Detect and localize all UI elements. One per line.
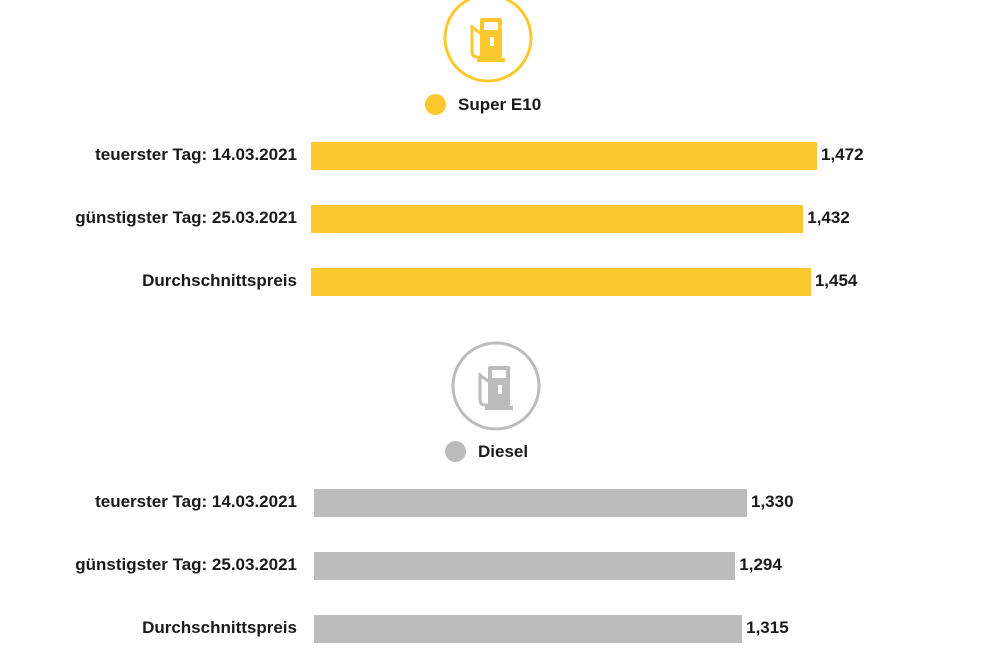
diesel-chart: Diesel teuerster Tag: 14.03.2021 günstig… (0, 335, 990, 660)
bar-diesel-durchschnitt (314, 615, 743, 643)
bar-super-e10-teuerster (311, 142, 817, 170)
fuel-pump-icon (443, 0, 533, 83)
value-label: 1,315 (746, 618, 789, 637)
bar-diesel-teuerster (314, 489, 747, 517)
category-label: teuerster Tag: 14.03.2021 (95, 492, 297, 511)
category-label: teuerster Tag: 14.03.2021 (95, 145, 297, 164)
bar-super-e10-guenstigster (311, 205, 804, 233)
legend-label: Diesel (478, 441, 529, 461)
legend-swatch (445, 441, 466, 462)
legend-label: Super E10 (458, 94, 542, 114)
category-label: Durchschnittspreis (142, 271, 297, 290)
legend-diesel: Diesel (445, 441, 528, 462)
bar-super-e10-durchschnitt (311, 268, 811, 296)
value-label: 1,454 (814, 271, 858, 290)
category-label: günstigster Tag: 25.03.2021 (75, 555, 297, 574)
value-label: 1,472 (821, 145, 864, 164)
super-e10-chart: Super E10 teuerster Tag: 14.03.2021 güns… (0, 0, 990, 320)
category-label: Durchschnittspreis (142, 618, 297, 637)
value-label: 1,294 (739, 555, 782, 574)
value-label: 1,330 (751, 492, 794, 511)
value-label: 1,432 (807, 208, 850, 227)
bar-diesel-guenstigster (314, 552, 736, 580)
category-label: günstigster Tag: 25.03.2021 (75, 208, 297, 227)
legend-super-e10: Super E10 (425, 94, 541, 115)
legend-swatch (425, 94, 446, 115)
fuel-pump-icon (451, 341, 541, 431)
